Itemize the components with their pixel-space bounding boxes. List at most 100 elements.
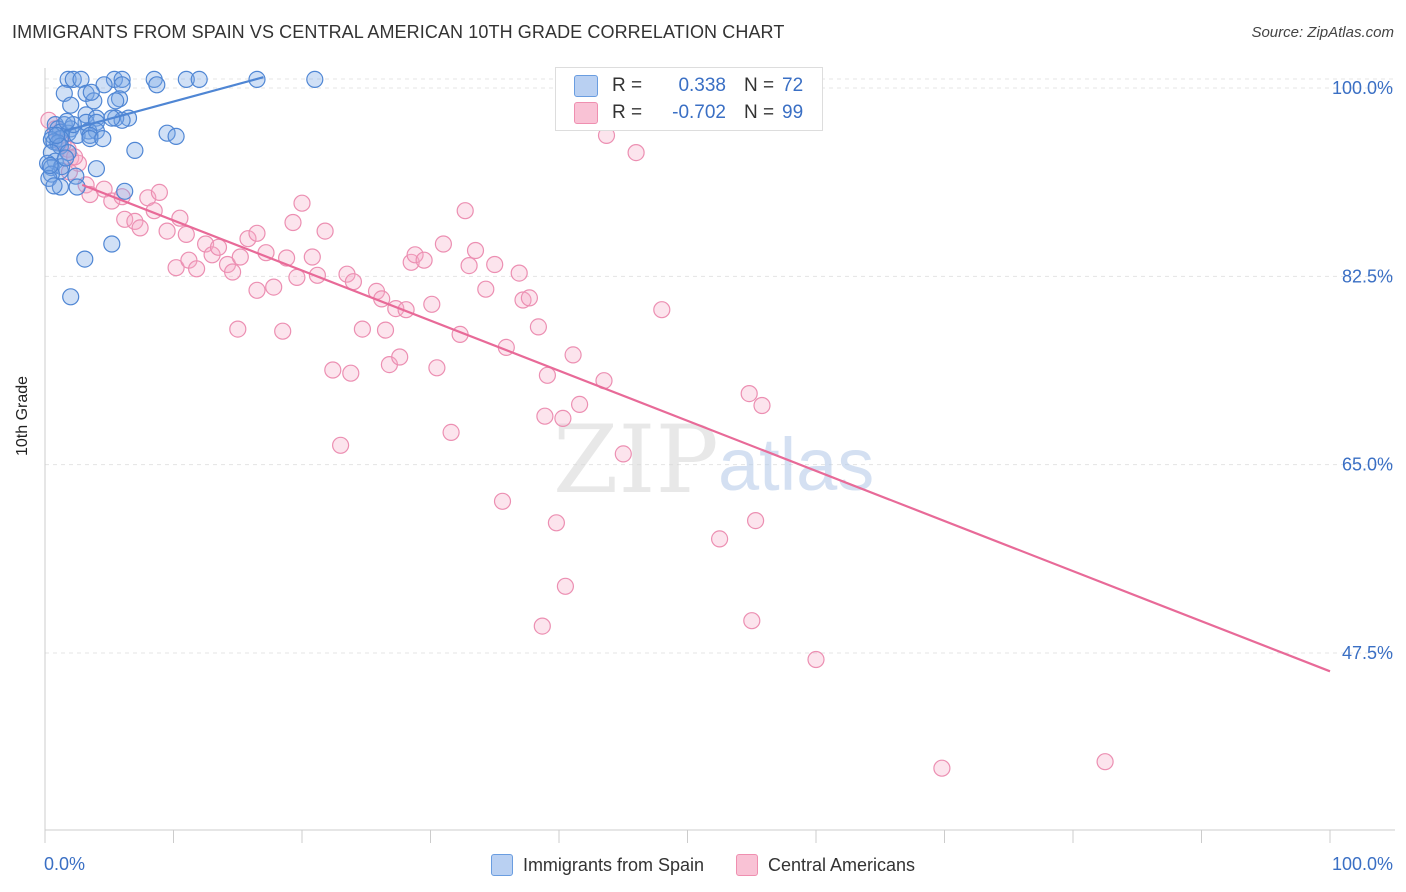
central-american-point-33 <box>248 281 266 299</box>
legend-n-label: N = <box>744 75 775 96</box>
central-american-point-65 <box>456 202 474 220</box>
central-american-point-23 <box>188 260 206 278</box>
central-american-point-31 <box>239 230 257 248</box>
spain-point-62 <box>103 235 121 253</box>
watermark-atlas: atlas <box>718 423 874 506</box>
central-american-point-90 <box>740 385 758 403</box>
spain-point-54 <box>87 160 106 178</box>
spain-point-4 <box>113 70 131 89</box>
central-american-point-44 <box>324 361 342 379</box>
legend-row-spain: R = 0.338 N = 72 <box>574 73 803 99</box>
y-tick-label-1: 82.5% <box>1342 266 1393 286</box>
central-american-point-80 <box>554 409 572 427</box>
spain-point-66 <box>56 149 75 167</box>
central-american-point-75 <box>529 318 548 336</box>
central-american-point-92 <box>746 511 765 530</box>
axis-layer <box>44 68 1395 843</box>
spain-point-11 <box>113 76 131 94</box>
central-american-point-41 <box>303 248 321 266</box>
central-american-point-19 <box>167 259 185 277</box>
central-american-point-17 <box>150 183 168 201</box>
spain-point-17 <box>107 92 125 110</box>
legend-swatch-central-americans <box>736 854 758 876</box>
y-tick-label-0: 100.0% <box>1332 78 1393 98</box>
y-tick-label-3: 47.5% <box>1342 643 1393 663</box>
legend-r-label: R = <box>612 75 643 96</box>
legend-n-value: 72 <box>782 75 804 96</box>
immigrants-from-spain-points <box>38 70 324 306</box>
central-american-point-83 <box>570 395 589 413</box>
spain-point-41 <box>167 127 185 145</box>
spain-point-40 <box>158 124 176 142</box>
legend-row-central-americans: R = -0.702 N = 99 <box>574 100 803 126</box>
central-american-point-58 <box>406 246 424 264</box>
central-american-point-89 <box>710 530 729 548</box>
central-american-point-52 <box>376 321 395 339</box>
central-american-point-38 <box>284 213 302 232</box>
central-american-point-61 <box>428 359 446 377</box>
central-american-point-43 <box>316 222 334 240</box>
spain-point-58 <box>51 178 70 196</box>
central-american-point-78 <box>538 366 557 384</box>
tick-labels: 100.0% 82.5% 65.0% 47.5% 0.0% 100.0% <box>44 78 1393 874</box>
legend-n-label: N = <box>744 102 775 123</box>
central-american-point-68 <box>477 280 495 298</box>
central-american-point-77 <box>536 407 554 425</box>
central-american-point-30 <box>229 320 247 338</box>
spain-point-65 <box>41 156 59 175</box>
central-american-point-81 <box>556 577 575 595</box>
spain-point-59 <box>45 177 63 195</box>
central-american-point-49 <box>353 320 371 338</box>
legend-r-value: -0.702 <box>672 102 726 123</box>
central-americans-trend-line <box>81 183 1331 673</box>
x-tick-label-min: 0.0% <box>44 854 85 874</box>
spain-point-46 <box>126 141 144 159</box>
central-american-point-14 <box>131 219 149 237</box>
legend-label-spain: Immigrants from Spain <box>522 854 704 875</box>
central-american-point-62 <box>434 235 452 253</box>
central-american-point-28 <box>224 263 242 281</box>
legend-label-central-americans: Central Americans <box>768 854 916 875</box>
central-american-point-91 <box>743 612 761 630</box>
spain-point-57 <box>67 167 85 185</box>
spain-point-64 <box>62 288 80 306</box>
central-american-point-24 <box>197 235 215 253</box>
spain-point-10 <box>95 76 113 94</box>
spain-point-61 <box>116 182 134 200</box>
legend-n-value: 99 <box>782 102 804 123</box>
spain-point-18 <box>62 96 80 114</box>
central-american-point-66 <box>460 257 478 275</box>
legend-item-spain[interactable]: Immigrants from Spain <box>490 854 704 876</box>
central-american-point-72 <box>510 264 528 282</box>
central-american-point-12 <box>116 210 134 228</box>
central-american-point-21 <box>177 225 195 243</box>
central-american-point-18 <box>158 222 176 240</box>
legend-swatch-central-americans <box>574 102 598 124</box>
central-american-point-32 <box>248 224 266 242</box>
central-american-point-47 <box>342 364 360 382</box>
central-american-point-69 <box>486 255 504 274</box>
spain-point-60 <box>68 178 86 196</box>
spain-point-63 <box>76 250 94 268</box>
spain-point-71 <box>82 83 100 101</box>
spain-point-7 <box>190 70 208 89</box>
central-american-point-40 <box>293 194 311 212</box>
watermark-zip: ZIP <box>553 406 719 515</box>
legend-swatch-spain <box>574 75 598 97</box>
central-american-point-86 <box>614 445 632 463</box>
central-american-point-93 <box>753 396 771 415</box>
central-american-point-36 <box>274 322 292 340</box>
central-american-point-45 <box>332 436 350 454</box>
spain-trend-line <box>63 76 264 133</box>
spain-point-39 <box>94 130 112 148</box>
central-american-point-95 <box>933 759 951 777</box>
series-legend: Immigrants from Spain Central Americans <box>0 852 1406 878</box>
central-american-point-96 <box>1096 753 1114 771</box>
central-american-point-59 <box>415 251 433 269</box>
source-label: Source: ZipAtlas.com <box>1251 24 1394 41</box>
spain-point-12 <box>148 76 166 94</box>
spain-point-0 <box>59 70 77 89</box>
x-tick-label-max: 100.0% <box>1332 854 1393 874</box>
legend-item-central-americans[interactable]: Central Americans <box>736 854 915 876</box>
